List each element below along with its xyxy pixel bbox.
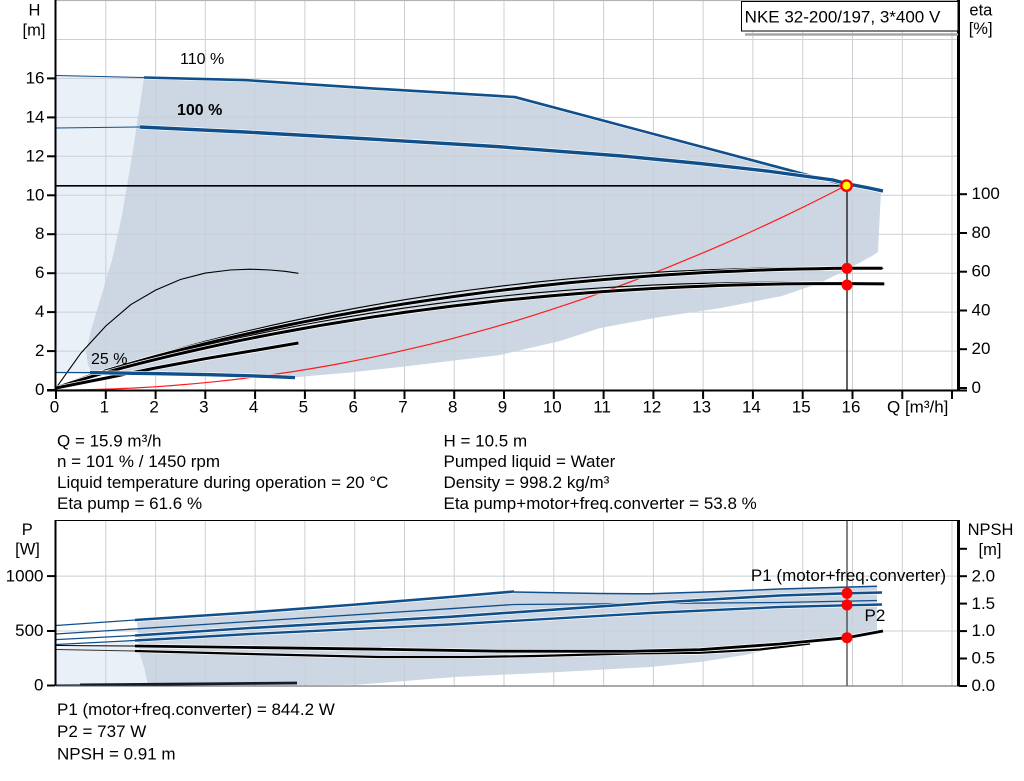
svg-text:500: 500 [15,621,43,640]
svg-text:7: 7 [398,398,407,417]
svg-text:Pumped liquid = Water: Pumped liquid = Water [444,452,616,471]
svg-text:15: 15 [792,398,811,417]
svg-text:11: 11 [593,398,611,417]
svg-text:12: 12 [26,146,45,165]
svg-text:5: 5 [299,398,308,417]
svg-text:10: 10 [543,398,562,417]
svg-text:3: 3 [199,398,208,417]
svg-text:[%]: [%] [969,20,993,38]
svg-text:4: 4 [35,302,44,321]
svg-text:8: 8 [35,224,44,243]
svg-text:0: 0 [50,398,59,417]
svg-text:40: 40 [972,301,991,320]
svg-text:12: 12 [642,398,661,417]
svg-text:P: P [22,521,33,539]
svg-text:[m]: [m] [979,541,1002,559]
svg-text:20: 20 [972,339,991,358]
svg-text:Q = 15.9 m³/h: Q = 15.9 m³/h [57,431,161,450]
svg-text:[W]: [W] [15,541,40,559]
svg-text:Eta pump+motor+freq.converter: Eta pump+motor+freq.converter = 53.8 % [444,494,757,513]
svg-text:H = 10.5 m: H = 10.5 m [444,431,528,450]
svg-text:1000: 1000 [6,566,44,585]
svg-text:0: 0 [35,380,44,399]
svg-text:Q [m³/h]: Q [m³/h] [887,398,948,417]
svg-text:P2: P2 [865,606,886,625]
svg-text:H: H [29,1,41,19]
svg-text:14: 14 [26,107,45,126]
svg-text:2.0: 2.0 [972,566,996,585]
svg-text:10: 10 [26,185,45,204]
svg-text:P2 = 737 W: P2 = 737 W [57,722,146,741]
svg-text:6: 6 [35,263,44,282]
svg-text:eta: eta [969,1,993,19]
svg-text:1: 1 [100,398,109,417]
svg-text:Eta pump = 61.6 %: Eta pump = 61.6 % [57,494,202,513]
svg-text:NKE 32-200/197, 3*400 V: NKE 32-200/197, 3*400 V [745,8,941,27]
svg-text:2: 2 [149,398,158,417]
svg-text:P1 (motor+freq.converter) = 84: P1 (motor+freq.converter) = 844.2 W [57,700,335,719]
svg-text:0.0: 0.0 [972,676,996,695]
svg-text:14: 14 [742,398,761,417]
svg-text:NPSH = 0.91 m: NPSH = 0.91 m [57,744,176,763]
svg-text:6: 6 [348,398,357,417]
svg-text:110 %: 110 % [180,51,224,68]
svg-text:2: 2 [35,341,44,360]
svg-text:0: 0 [972,378,981,397]
svg-text:NPSH: NPSH [968,521,1014,539]
svg-text:1.5: 1.5 [972,594,996,613]
svg-text:100 %: 100 % [177,102,222,119]
svg-text:0.5: 0.5 [972,649,996,668]
svg-text:16: 16 [842,398,861,417]
svg-text:13: 13 [692,398,711,417]
svg-text:100: 100 [972,184,1000,203]
svg-text:Liquid temperature during oper: Liquid temperature during operation = 20… [57,473,388,492]
svg-text:80: 80 [972,223,991,242]
svg-text:25 %: 25 % [91,351,127,368]
svg-text:P1 (motor+freq.converter): P1 (motor+freq.converter) [751,566,946,585]
svg-text:n = 101 % / 1450 rpm: n = 101 % / 1450 rpm [57,452,220,471]
svg-text:16: 16 [26,68,45,87]
svg-text:60: 60 [972,262,991,281]
svg-text:1.0: 1.0 [972,621,996,640]
svg-text:8: 8 [448,398,457,417]
svg-text:4: 4 [249,398,258,417]
svg-text:[m]: [m] [23,22,46,40]
svg-text:9: 9 [498,398,507,417]
svg-text:0: 0 [34,675,43,694]
svg-text:Density = 998.2 kg/m³: Density = 998.2 kg/m³ [444,473,610,492]
